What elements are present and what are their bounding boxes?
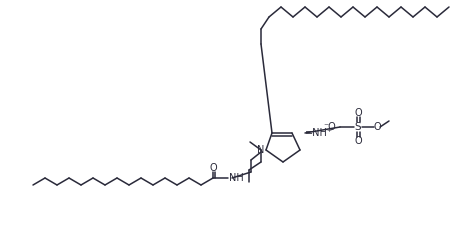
Text: O: O xyxy=(209,163,217,173)
Text: N: N xyxy=(257,145,265,155)
Text: O: O xyxy=(354,108,362,118)
Text: ⁻O: ⁻O xyxy=(323,122,336,132)
Text: NH: NH xyxy=(228,173,244,183)
Text: =NH⁺: =NH⁺ xyxy=(305,128,333,138)
Text: O: O xyxy=(354,136,362,146)
Text: O: O xyxy=(373,122,381,132)
Text: S: S xyxy=(355,122,361,132)
